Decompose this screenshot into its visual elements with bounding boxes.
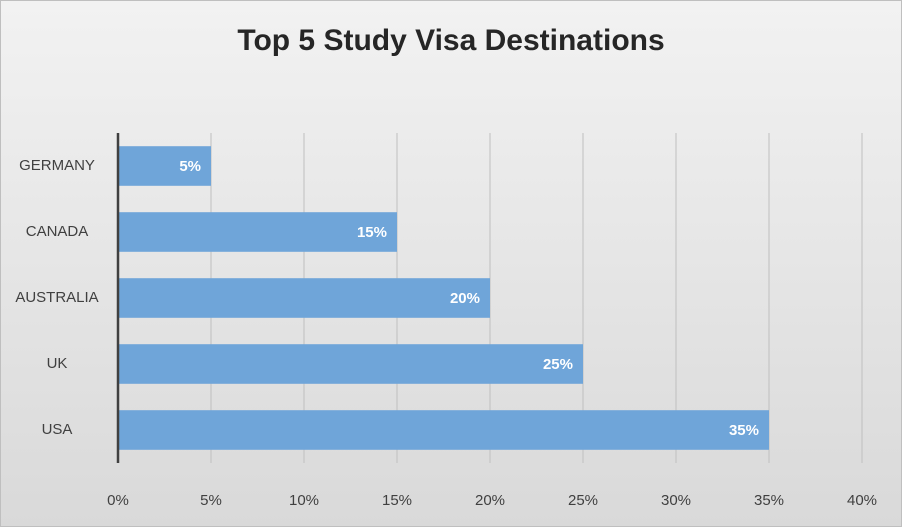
value-label: 35% <box>729 422 759 439</box>
x-tick-label: 35% <box>754 492 784 509</box>
x-tick-label: 10% <box>289 492 319 509</box>
y-tick-label: CANADA <box>26 223 89 240</box>
x-tick-label: 30% <box>661 492 691 509</box>
plot: 5% 15% 20% 25% 35% <box>118 146 769 450</box>
x-tick-label: 40% <box>847 492 877 509</box>
bar <box>118 146 211 186</box>
value-label: 15% <box>357 224 387 241</box>
chart-title: Top 5 Study Visa Destinations <box>237 24 664 57</box>
y-tick-label: USA <box>42 421 73 438</box>
bar <box>118 278 490 318</box>
value-label: 20% <box>450 290 480 307</box>
y-tick-label: GERMANY <box>19 157 95 174</box>
y-tick-label: UK <box>47 355 68 372</box>
x-tick-label: 5% <box>200 492 222 509</box>
bar <box>118 410 769 450</box>
value-label: 5% <box>179 158 201 175</box>
value-label: 25% <box>543 356 573 373</box>
x-tick-label: 20% <box>475 492 505 509</box>
x-tick-label: 0% <box>107 492 129 509</box>
bar <box>118 344 583 384</box>
y-tick-label: AUSTRALIA <box>15 289 98 306</box>
bar <box>118 212 397 252</box>
x-tick-label: 15% <box>382 492 412 509</box>
x-tick-label: 25% <box>568 492 598 509</box>
